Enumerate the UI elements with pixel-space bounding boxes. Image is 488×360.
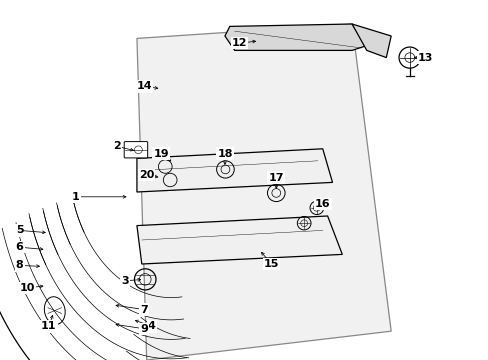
Text: 11: 11 — [41, 321, 57, 332]
Text: 10: 10 — [19, 283, 35, 293]
Text: 6: 6 — [16, 242, 23, 252]
FancyBboxPatch shape — [124, 141, 147, 158]
Text: 13: 13 — [417, 53, 432, 63]
Text: 7: 7 — [140, 305, 148, 315]
Text: 9: 9 — [140, 324, 148, 334]
Polygon shape — [137, 216, 342, 264]
Polygon shape — [137, 149, 332, 192]
Text: 16: 16 — [314, 199, 330, 209]
Polygon shape — [224, 24, 366, 50]
Text: 5: 5 — [16, 225, 23, 235]
Text: 8: 8 — [16, 260, 23, 270]
Text: 12: 12 — [231, 38, 247, 48]
Polygon shape — [351, 24, 390, 58]
Text: 18: 18 — [217, 149, 232, 159]
Text: 15: 15 — [263, 259, 279, 269]
Text: 14: 14 — [136, 81, 152, 91]
Text: 1: 1 — [72, 192, 80, 202]
Text: 3: 3 — [121, 276, 128, 286]
Text: 19: 19 — [153, 149, 169, 159]
Text: 17: 17 — [268, 172, 284, 183]
Text: 20: 20 — [139, 170, 154, 180]
Text: 4: 4 — [147, 321, 155, 332]
Polygon shape — [137, 24, 390, 360]
Text: 2: 2 — [113, 141, 121, 152]
